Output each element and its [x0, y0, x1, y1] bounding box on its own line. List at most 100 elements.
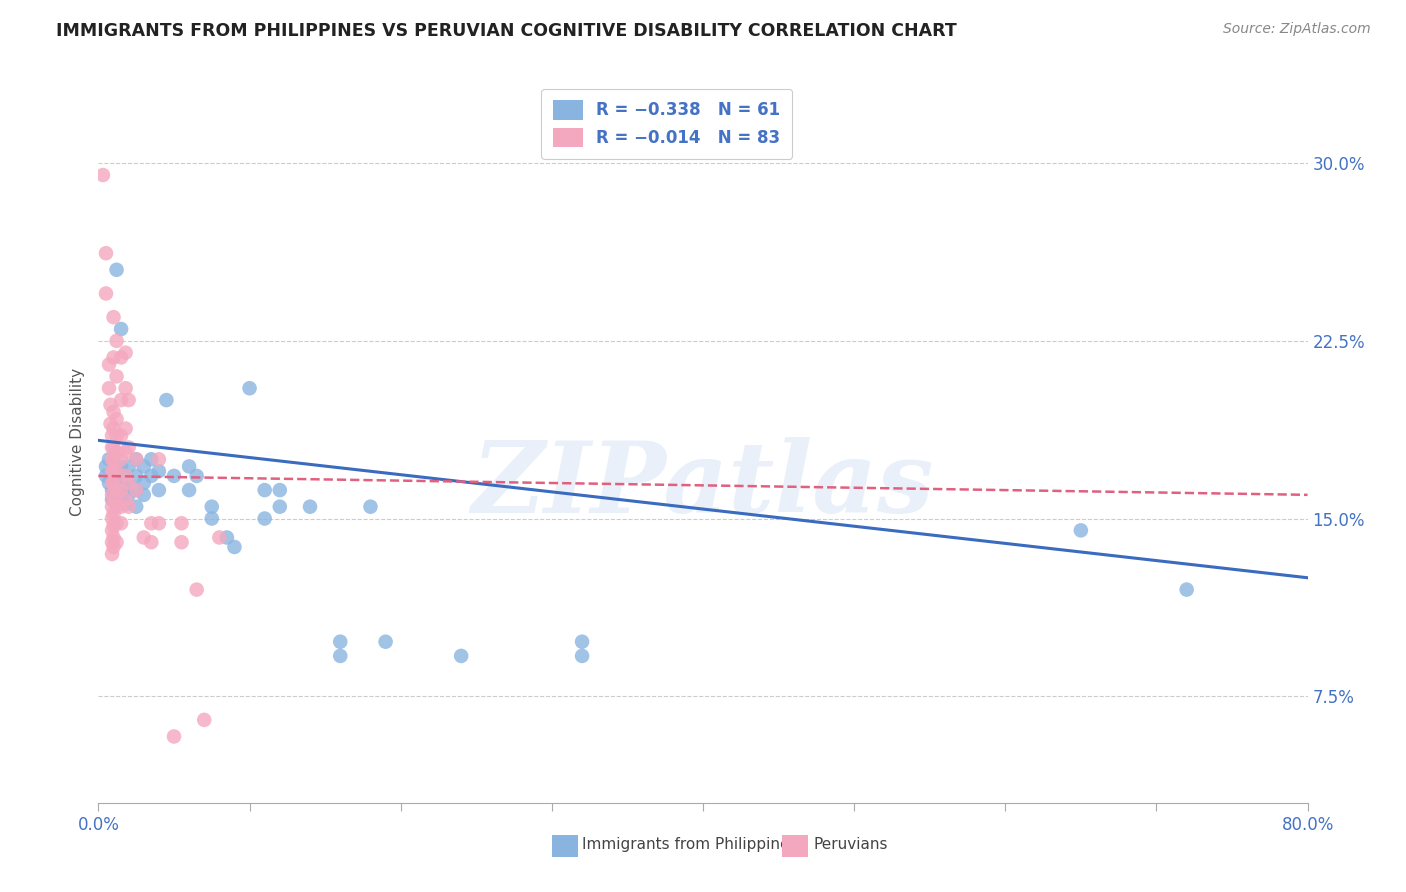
Point: [101, 535, 124, 549]
Y-axis label: Cognitive Disability: Cognitive Disability: [70, 368, 86, 516]
Point: [141, 452, 163, 467]
Point: [98, 358, 121, 372]
Point: [103, 441, 125, 455]
Point: [118, 475, 141, 490]
Point: [103, 405, 125, 419]
Point: [103, 464, 125, 478]
Point: [215, 531, 238, 545]
Point: [141, 469, 163, 483]
Point: [148, 516, 170, 531]
Point: [103, 421, 125, 435]
Point: [118, 459, 141, 474]
Point: [110, 500, 132, 514]
Point: [105, 334, 128, 348]
Point: [571, 634, 593, 648]
Point: [148, 483, 170, 497]
FancyBboxPatch shape: [782, 835, 808, 857]
Text: Peruvians: Peruvians: [813, 838, 887, 852]
Point: [114, 483, 136, 497]
Point: [114, 492, 136, 507]
Text: Source: ZipAtlas.com: Source: ZipAtlas.com: [1223, 22, 1371, 37]
Point: [110, 393, 132, 408]
Point: [103, 351, 125, 365]
Legend: R = −0.338   N = 61, R = −0.014   N = 83: R = −0.338 N = 61, R = −0.014 N = 83: [541, 88, 792, 159]
Point: [239, 381, 262, 395]
Point: [100, 417, 122, 431]
Point: [114, 381, 136, 395]
Point: [110, 428, 132, 442]
Point: [103, 310, 125, 325]
Point: [114, 345, 136, 359]
Point: [103, 492, 125, 507]
Point: [103, 518, 125, 533]
Point: [101, 475, 124, 490]
Point: [101, 500, 124, 514]
Point: [103, 507, 125, 521]
Point: [208, 531, 231, 545]
Point: [110, 475, 132, 490]
Point: [101, 464, 124, 478]
Point: [105, 500, 128, 514]
Point: [110, 492, 132, 507]
Point: [110, 452, 132, 467]
Point: [94, 286, 117, 301]
Point: [110, 516, 132, 531]
FancyBboxPatch shape: [551, 835, 578, 857]
Point: [101, 492, 124, 507]
Point: [125, 469, 148, 483]
Point: [101, 464, 124, 478]
Point: [103, 457, 125, 471]
Point: [132, 531, 155, 545]
Point: [186, 582, 208, 597]
Point: [269, 483, 291, 497]
Point: [179, 459, 201, 474]
Point: [105, 464, 128, 478]
Point: [110, 351, 132, 365]
Point: [193, 713, 215, 727]
Point: [201, 500, 224, 514]
Point: [224, 540, 246, 554]
Point: [1175, 582, 1198, 597]
Point: [91, 168, 114, 182]
Point: [360, 500, 382, 514]
Point: [163, 730, 186, 744]
Point: [170, 535, 193, 549]
Point: [101, 511, 124, 525]
Point: [114, 469, 136, 483]
Point: [98, 381, 121, 395]
Point: [114, 497, 136, 511]
Point: [101, 524, 124, 538]
Point: [94, 459, 117, 474]
Point: [118, 441, 141, 455]
Point: [114, 421, 136, 435]
Point: [132, 488, 155, 502]
Point: [374, 634, 396, 648]
Point: [170, 516, 193, 531]
Point: [103, 531, 125, 545]
Point: [103, 471, 125, 485]
Point: [94, 469, 117, 483]
Point: [132, 475, 155, 490]
Point: [141, 516, 163, 531]
Point: [118, 475, 141, 490]
Point: [101, 483, 124, 497]
Point: [125, 483, 148, 497]
Point: [110, 459, 132, 474]
Point: [101, 547, 124, 561]
Point: [103, 540, 125, 554]
Point: [253, 483, 276, 497]
Point: [105, 428, 128, 442]
Point: [148, 464, 170, 478]
Point: [103, 492, 125, 507]
Point: [125, 500, 148, 514]
Point: [329, 648, 352, 663]
Point: [118, 500, 141, 514]
Point: [186, 469, 208, 483]
Point: [110, 322, 132, 336]
Point: [114, 445, 136, 459]
Point: [118, 488, 141, 502]
Point: [299, 500, 322, 514]
Point: [105, 483, 128, 497]
Point: [125, 452, 148, 467]
Point: [269, 500, 291, 514]
